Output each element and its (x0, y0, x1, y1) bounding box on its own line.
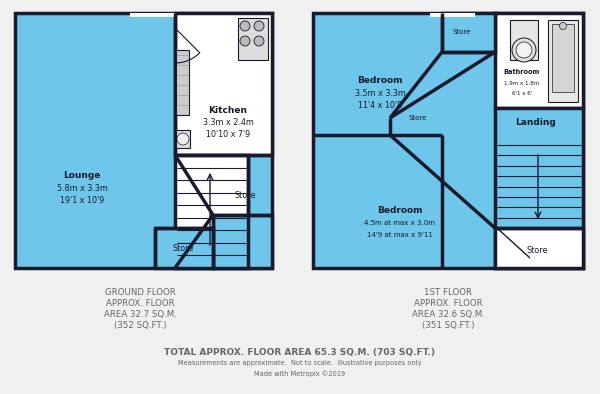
Bar (175, 13, 272, 155)
Bar (155, 228, 213, 268)
Text: Lounge: Lounge (64, 171, 101, 180)
Text: Made with Metropix ©2019: Made with Metropix ©2019 (254, 370, 346, 377)
Text: AREA 32.7 SQ.M.: AREA 32.7 SQ.M. (104, 310, 176, 319)
Bar (495, 108, 583, 268)
Text: TOTAL APPROX. FLOOR AREA 65.3 SQ.M. (703 SQ.FT.): TOTAL APPROX. FLOOR AREA 65.3 SQ.M. (703… (164, 348, 436, 357)
Bar (552, 24, 574, 92)
Bar (313, 13, 583, 268)
Text: 19'1 x 10'9: 19'1 x 10'9 (60, 195, 104, 204)
Text: Store: Store (453, 29, 471, 35)
Text: (351 SQ.FT.): (351 SQ.FT.) (422, 321, 474, 330)
Bar (130, 13, 175, 17)
Text: 14'9 at max x 9'11: 14'9 at max x 9'11 (367, 232, 433, 238)
Text: GROUND FLOOR: GROUND FLOOR (104, 288, 175, 297)
Bar (510, 20, 538, 60)
Bar (238, 18, 268, 60)
Circle shape (516, 42, 532, 58)
Text: 3.5m x 3.3m: 3.5m x 3.3m (355, 89, 406, 97)
Circle shape (177, 133, 189, 145)
Bar (442, 13, 495, 52)
Circle shape (240, 36, 250, 46)
Text: 10'10 x 7'9: 10'10 x 7'9 (206, 130, 250, 139)
Bar (495, 228, 583, 268)
Text: Store: Store (409, 115, 427, 121)
Bar (176, 50, 189, 115)
Text: APPROX. FLOOR: APPROX. FLOOR (413, 299, 482, 308)
Circle shape (512, 38, 536, 62)
Text: APPROX. FLOOR: APPROX. FLOOR (106, 299, 175, 308)
Text: 1ST FLOOR: 1ST FLOOR (424, 288, 472, 297)
Text: Bedroom: Bedroom (377, 206, 423, 214)
Text: 4.5m at max x 3.0m: 4.5m at max x 3.0m (365, 220, 436, 226)
Text: 5.8m x 3.3m: 5.8m x 3.3m (56, 184, 107, 193)
Text: (352 SQ.FT.): (352 SQ.FT.) (114, 321, 166, 330)
Text: Store: Store (172, 243, 194, 253)
Text: Landing: Landing (515, 117, 556, 126)
Circle shape (560, 22, 566, 30)
Text: Kitchen: Kitchen (209, 106, 248, 115)
Circle shape (254, 36, 264, 46)
Bar (176, 130, 190, 148)
Text: AREA 32.6 SQ.M.: AREA 32.6 SQ.M. (412, 310, 484, 319)
Text: Bedroom: Bedroom (357, 76, 403, 84)
Text: Bathroom: Bathroom (504, 69, 540, 75)
Text: 3.3m x 2.4m: 3.3m x 2.4m (203, 117, 253, 126)
Bar (175, 155, 248, 268)
Text: Store: Store (526, 245, 548, 255)
Circle shape (254, 21, 264, 31)
Bar (213, 215, 272, 268)
Text: Measurements are approximate.  Not to scale.  Illustrative purposes only: Measurements are approximate. Not to sca… (178, 360, 422, 366)
Bar (548, 20, 578, 102)
Bar (15, 13, 272, 268)
Circle shape (240, 21, 250, 31)
Bar (430, 13, 475, 17)
Text: Store: Store (234, 191, 256, 199)
Bar (495, 13, 583, 108)
Text: 11'4 x 10'8: 11'4 x 10'8 (358, 100, 402, 110)
Text: 1.9m x 1.8m: 1.9m x 1.8m (505, 80, 539, 85)
Text: 6'1 x 6': 6'1 x 6' (512, 91, 532, 95)
